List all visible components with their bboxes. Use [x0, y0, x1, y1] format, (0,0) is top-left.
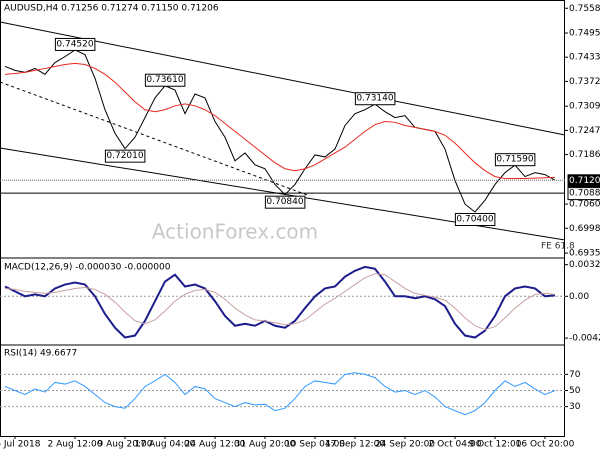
chart-title: AUDUSD,H4 0.71256 0.71274 0.71150 0.7120…: [4, 4, 219, 14]
x-tick-label: 31 Aug 20:00: [235, 440, 296, 450]
y-tick-label: 0.69355: [569, 249, 600, 259]
y-tick-label: 50: [569, 386, 581, 396]
price-box: [567, 187, 600, 201]
x-tick-label: 24 Sep 20:00: [375, 440, 435, 450]
x-tick-label: 9 Aug 20:00: [98, 440, 153, 450]
x-tick-label: 2 Aug 12:00: [48, 440, 103, 450]
y-tick-label: 0.72475: [569, 126, 600, 136]
y-tick-label: 30: [569, 402, 581, 412]
x-tick-label: 2 Oct 04:00: [429, 440, 482, 450]
price-box: [494, 153, 536, 167]
rsi-title: RSI(14) 49.6677: [4, 349, 77, 359]
watermark: ActionForex.com: [152, 220, 318, 244]
y-tick-label: -0.004259: [569, 334, 600, 344]
price-label: 0.72010: [106, 151, 143, 161]
price-label: 0.71590: [496, 155, 533, 165]
price-label: 0.71206: [569, 176, 600, 186]
price-box: [354, 92, 396, 106]
price-box: [54, 37, 96, 51]
price-label: 0.70840: [266, 197, 303, 207]
price-box: [104, 149, 146, 163]
x-tick-label: 26 Jul 2018: [0, 440, 41, 450]
price-label: 0.70400: [456, 214, 493, 224]
series-line: [4, 49, 556, 213]
price-label: 0.74520: [56, 39, 93, 49]
x-tick-label: 24 Aug 12:00: [185, 440, 246, 450]
y-tick-label: 0.69985: [569, 224, 600, 234]
x-tick-label: 17 Sep 12:00: [325, 440, 385, 450]
price-label: 0.73610: [146, 75, 183, 85]
x-tick-label: 9 Oct 12:00: [469, 440, 522, 450]
channel-mid: [0, 81, 311, 197]
macd-title: MACD(12,26,9) -0.000030 -0.000000: [4, 263, 171, 273]
x-tick-label: 10 Sep 04:00: [285, 440, 345, 450]
y-tick-label: 70: [569, 370, 581, 380]
x-tick-label: 16 Oct 20:00: [516, 440, 575, 450]
series-line: [4, 265, 556, 339]
fib-note: FE 61.8: [541, 242, 575, 252]
price-label: 0.73140: [356, 94, 393, 104]
series-line: [4, 62, 556, 180]
x-tick-label: 17 Aug 04:00: [135, 440, 196, 450]
price-box: [567, 174, 600, 188]
price-box: [144, 73, 186, 87]
y-tick-label: 0.00: [569, 292, 589, 302]
series-line: [4, 372, 556, 416]
price-box: [454, 212, 496, 226]
y-tick-label: 0.003224: [569, 260, 600, 270]
y-tick-label: 0.74335: [569, 53, 600, 63]
price-box: [264, 195, 306, 209]
series-line: [4, 273, 556, 331]
